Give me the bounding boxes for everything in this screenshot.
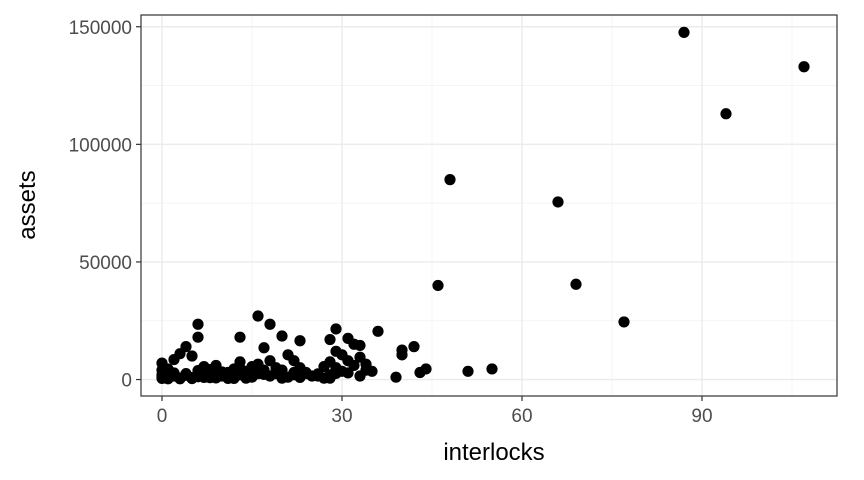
- data-point: [330, 323, 342, 335]
- data-point: [258, 342, 270, 354]
- data-point: [432, 279, 444, 292]
- data-point: [348, 359, 360, 372]
- x-tick-label: 90: [691, 406, 712, 427]
- data-point: [618, 316, 630, 328]
- data-point: [462, 365, 474, 377]
- data-point: [234, 362, 246, 374]
- x-tick-label: 60: [511, 406, 532, 427]
- y-axis: 0 50000 100000 150000: [69, 18, 141, 392]
- data-point: [162, 363, 174, 375]
- data-point: [678, 26, 690, 39]
- x-axis: 0 30 60 90: [157, 396, 713, 427]
- data-point: [324, 333, 336, 346]
- data-point: [204, 364, 216, 376]
- data-point: [222, 369, 234, 382]
- data-point: [234, 331, 246, 343]
- data-point: [186, 350, 198, 362]
- data-point: [312, 368, 324, 380]
- y-axis-title: assets: [14, 170, 41, 239]
- data-point: [396, 349, 408, 361]
- plot-panel: [141, 15, 837, 396]
- data-point: [372, 325, 384, 337]
- data-point: [390, 371, 402, 383]
- data-point: [192, 318, 204, 330]
- data-point: [252, 310, 264, 322]
- y-tick-label: 0: [121, 371, 132, 392]
- x-tick-label: 30: [331, 406, 352, 427]
- data-point: [180, 369, 192, 381]
- y-tick-label: 150000: [69, 18, 132, 39]
- data-point: [192, 331, 204, 343]
- data-point: [408, 341, 420, 353]
- data-point: [366, 365, 378, 377]
- data-point: [798, 61, 810, 73]
- data-point: [720, 108, 732, 120]
- x-axis-title: interlocks: [443, 439, 544, 466]
- data-point: [342, 367, 354, 379]
- data-point: [270, 366, 282, 378]
- y-tick-label: 50000: [79, 253, 132, 274]
- data-point: [444, 174, 456, 186]
- data-point: [570, 278, 582, 290]
- data-point: [552, 196, 564, 208]
- minor-grid: [141, 15, 837, 396]
- data-point: [348, 338, 360, 350]
- data-point: [294, 335, 306, 347]
- data-point: [288, 369, 300, 381]
- data-point: [210, 372, 222, 384]
- data-point: [330, 367, 342, 380]
- data-point: [264, 318, 276, 330]
- data-point: [420, 363, 432, 375]
- data-points: [156, 26, 810, 385]
- data-point: [354, 370, 366, 382]
- major-grid: [141, 15, 837, 396]
- data-point: [198, 371, 210, 384]
- x-tick-label: 0: [157, 406, 168, 427]
- data-point: [246, 367, 258, 379]
- panel-border: [140, 14, 838, 397]
- y-tick-label: 100000: [69, 135, 132, 156]
- data-point: [486, 363, 498, 375]
- data-point: [276, 330, 288, 342]
- data-point: [168, 353, 180, 366]
